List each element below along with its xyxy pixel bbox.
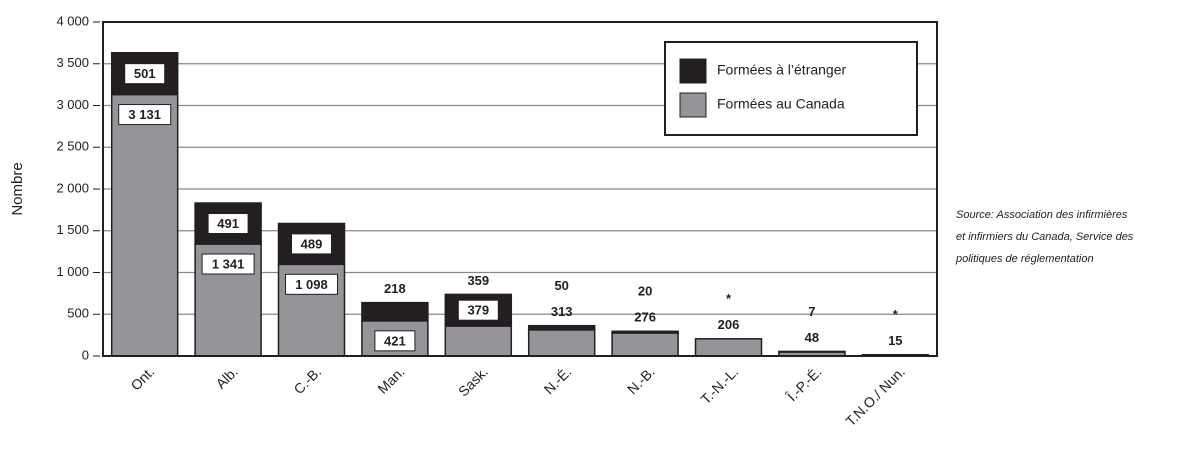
bar-segment (527, 329, 596, 357)
x-tick-label: Î.-P.-É. (783, 363, 825, 405)
y-axis-label: Nombre (9, 162, 26, 215)
label-box (374, 330, 416, 352)
data-label: 1 098 (295, 277, 328, 292)
x-tick-label: Ont. (127, 363, 157, 393)
bar-segment (611, 332, 679, 357)
bar-segment (694, 338, 763, 357)
data-label: 501 (134, 66, 156, 81)
data-label: 421 (384, 333, 406, 348)
x-tick-label: Sask. (455, 363, 491, 399)
y-tick-label: 2 500 (56, 139, 89, 154)
label-box (207, 213, 249, 235)
source: et infirmiers du Canada, Service des (956, 231, 1134, 243)
label-box (285, 273, 338, 295)
x-tick-label: C.-B. (290, 363, 324, 397)
data-label: * (893, 307, 899, 322)
label-box (118, 104, 172, 126)
source: politiques de réglementation (955, 253, 1094, 265)
y-tick-label: 2 000 (56, 180, 89, 195)
bar-segment (527, 324, 596, 331)
data-label: 7 (808, 304, 815, 319)
bar-segment (444, 325, 513, 357)
label-box (457, 299, 499, 321)
data-label: 206 (718, 317, 740, 332)
data-label: 379 (467, 303, 489, 318)
bar-segment (778, 350, 846, 353)
data-label: 313 (551, 304, 573, 319)
y-tick-label: 3 500 (56, 55, 89, 70)
data-label: 15 (888, 333, 902, 348)
x-tick-label: T.N.O./ Nun. (842, 363, 908, 429)
bar-segment (611, 330, 679, 334)
source: Source: Association des infirmières (956, 209, 1128, 221)
data-label: * (726, 291, 732, 306)
plot-frame (102, 21, 938, 357)
y-tick-label: 500 (67, 306, 89, 321)
legend-swatch (679, 58, 707, 84)
label-box (201, 253, 255, 275)
y-tick-label: 1 500 (56, 222, 89, 237)
legend-box (664, 41, 918, 136)
label-box (124, 63, 166, 85)
data-label: 491 (217, 216, 239, 231)
bar-segment (277, 222, 346, 266)
bar-segment (110, 93, 179, 357)
y-tick-label: 0 (82, 347, 89, 362)
x-tick-label: N.-É. (541, 363, 575, 397)
x-tick-label: N.-B. (624, 363, 658, 397)
data-label: 276 (634, 310, 656, 325)
data-label: 218 (384, 281, 406, 296)
y-tick-label: 1 000 (56, 264, 89, 279)
data-label: 489 (301, 236, 323, 251)
data-label: 359 (467, 273, 489, 288)
data-label: 1 341 (212, 256, 245, 271)
data-label: 20 (638, 284, 652, 299)
legend-swatch (679, 92, 707, 118)
y-tick-label: 4 000 (56, 13, 89, 28)
y-tick-label: 3 000 (56, 97, 89, 112)
x-tick-label: Man. (374, 363, 407, 396)
legend-label: Formées à l’étranger (717, 62, 847, 78)
data-label: 3 131 (128, 107, 161, 122)
legend-label: Formées au Canada (717, 96, 845, 112)
x-tick-label: T.-N.-L. (697, 363, 741, 407)
x-tick-label: Alb. (212, 363, 240, 391)
label-box (291, 233, 332, 255)
bar-segment (194, 202, 262, 245)
data-label: 50 (554, 278, 568, 293)
bar-segment (361, 301, 429, 322)
data-label: 48 (805, 330, 819, 345)
